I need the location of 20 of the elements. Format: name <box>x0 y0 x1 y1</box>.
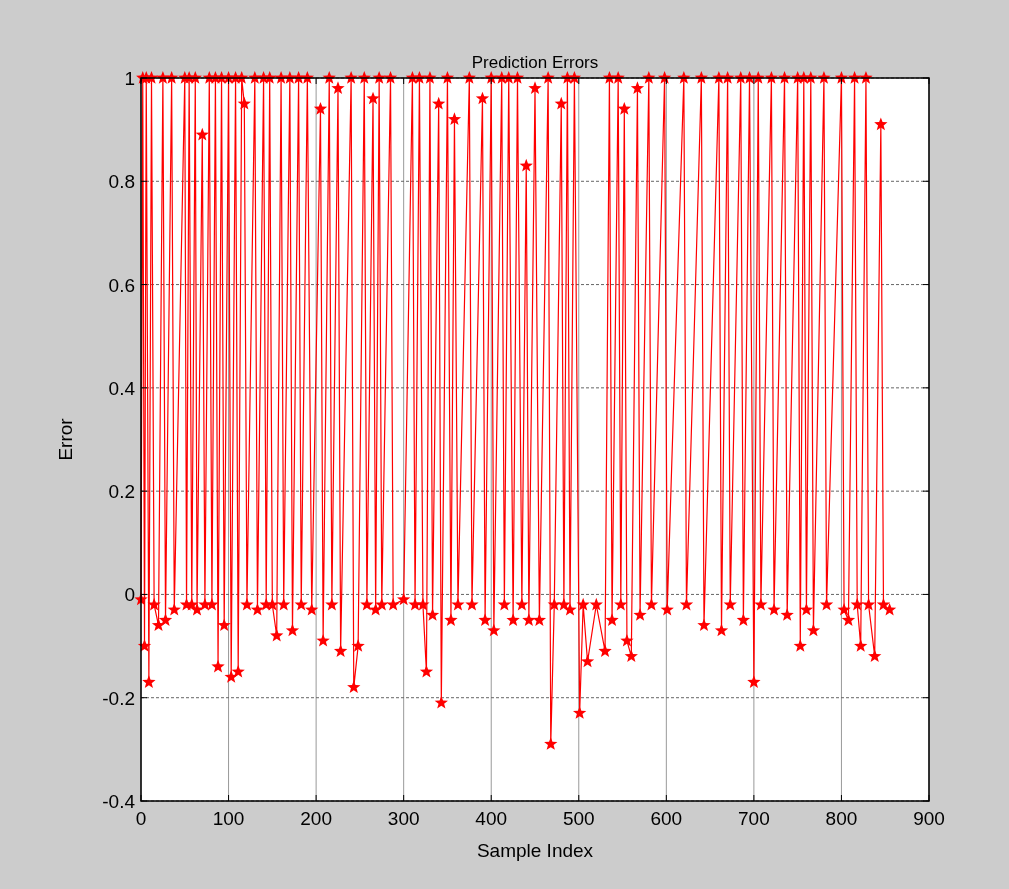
x-tick-label: 200 <box>300 808 332 829</box>
y-tick-label: 0 <box>124 584 135 606</box>
x-tick-label: 700 <box>738 808 770 829</box>
y-tick-label: -0.2 <box>102 687 135 709</box>
y-tick-label: 0.2 <box>108 481 135 503</box>
y-tick-label: 1 <box>124 68 135 89</box>
x-tick-label: 600 <box>650 808 683 829</box>
x-tick-label: 500 <box>562 808 595 829</box>
x-tick-label: 800 <box>825 808 858 829</box>
y-tick-label: -0.4 <box>102 791 136 812</box>
x-tick-label: 100 <box>212 808 245 829</box>
y-tick-label: 0.6 <box>108 274 135 296</box>
x-tick-label: 400 <box>475 808 508 829</box>
x-axis-title: Sample Index <box>476 840 594 861</box>
x-tick-label: 300 <box>387 808 420 829</box>
y-tick-label: 0.4 <box>108 377 136 399</box>
chart-title: Prediction Errors <box>471 53 599 72</box>
y-axis-title: Error <box>55 417 76 461</box>
y-tick-label: 0.8 <box>108 171 135 193</box>
x-tick-label: 900 <box>913 808 945 829</box>
